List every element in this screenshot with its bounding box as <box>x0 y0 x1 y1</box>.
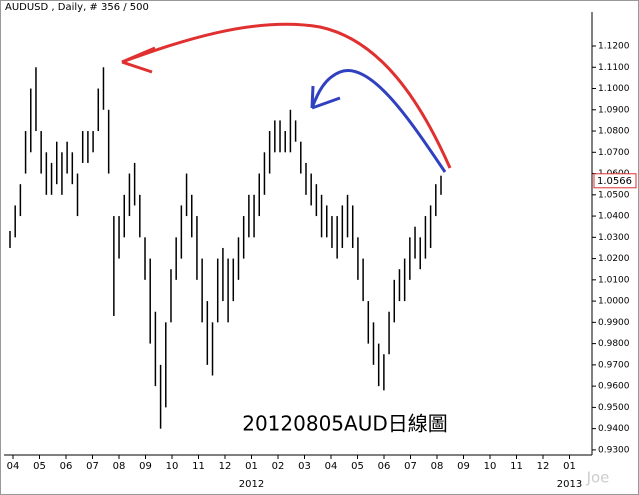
blue-arrow <box>310 68 447 173</box>
red-arrow <box>121 22 452 169</box>
x-tick-label: 01 <box>245 461 258 472</box>
x-tick-label: 09 <box>457 461 470 472</box>
y-tick-label: 1.1100 <box>598 63 630 73</box>
y-tick-label: 1.0700 <box>598 148 630 158</box>
x-tick-label: 07 <box>86 461 99 472</box>
x-tick-label: 10 <box>484 461 497 472</box>
x-tick-label: 01 <box>563 461 576 472</box>
y-tick-label: 1.0800 <box>598 127 630 137</box>
year-label: 2012 <box>239 479 264 490</box>
x-tick-label: 05 <box>351 461 364 472</box>
x-tick-label: 12 <box>537 461 550 472</box>
x-tick-label: 11 <box>510 461 523 472</box>
x-tick-label: 08 <box>431 461 444 472</box>
y-tick-label: 1.1000 <box>598 84 630 94</box>
x-tick-label: 12 <box>219 461 232 472</box>
x-tick-label: 10 <box>166 461 179 472</box>
x-tick-label: 06 <box>60 461 73 472</box>
chart-title: AUDUSD , Daily, # 356 / 500 <box>5 2 149 13</box>
x-tick-label: 02 <box>272 461 285 472</box>
y-tick-label: 1.0000 <box>598 297 630 307</box>
blue-arrowhead <box>310 85 341 110</box>
y-tick-label: 1.0500 <box>598 190 630 200</box>
red-arrowhead <box>121 46 156 74</box>
x-tick-label: 04 <box>325 461 338 472</box>
x-tick-label: 04 <box>7 461 20 472</box>
x-tick-label: 03 <box>298 461 311 472</box>
y-tick-label: 0.9900 <box>598 318 630 328</box>
y-tick-label: 1.0300 <box>598 233 630 243</box>
x-tick-label: 11 <box>192 461 205 472</box>
y-tick-label: 0.9600 <box>598 382 630 392</box>
y-tick-label: 0.9300 <box>598 445 630 455</box>
watermark: Joe <box>586 469 610 487</box>
year-label: 2013 <box>557 479 582 490</box>
y-tick-label: 1.0100 <box>598 275 630 285</box>
y-tick-label: 0.9500 <box>598 403 630 413</box>
y-tick-label: 1.1200 <box>598 42 630 52</box>
last-price-box <box>593 173 637 189</box>
x-tick-label: 05 <box>33 461 46 472</box>
x-tick-label: 08 <box>113 461 126 472</box>
x-tick-label: 06 <box>378 461 391 472</box>
y-tick-label: 1.0400 <box>598 212 630 222</box>
y-tick-label: 1.0900 <box>598 105 630 115</box>
x-tick-label: 09 <box>139 461 152 472</box>
y-tick-label: 0.9700 <box>598 360 630 370</box>
y-tick-label: 0.9400 <box>598 424 630 434</box>
y-tick-label: 0.9800 <box>598 339 630 349</box>
y-tick-label: 1.0200 <box>598 254 630 264</box>
annotation: 20120805AUD日線圖 <box>242 412 448 436</box>
last-price-label: 1.0566 <box>597 176 632 187</box>
x-tick-label: 07 <box>404 461 417 472</box>
